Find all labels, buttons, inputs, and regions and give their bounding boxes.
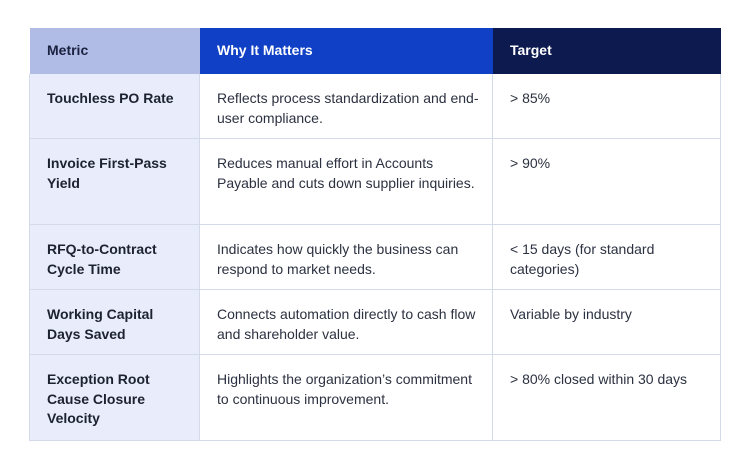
- metric-cell: Exception Root Cause Closure Velocity: [29, 354, 200, 441]
- table-row: Touchless PO Rate Reflects process stand…: [29, 73, 721, 139]
- target-cell: < 15 days (for standard categories): [492, 224, 721, 290]
- target-cell: > 90%: [492, 138, 721, 225]
- table-header: Metric Why It Matters Target: [29, 27, 721, 74]
- header-why-it-matters: Why It Matters: [199, 27, 493, 74]
- target-cell: > 80% closed within 30 days: [492, 354, 721, 441]
- header-target: Target: [492, 27, 721, 74]
- header-metric: Metric: [29, 27, 200, 74]
- table-row: Invoice First-Pass Yield Reduces manual …: [29, 138, 721, 225]
- table-row: RFQ-to-Contract Cycle Time Indicates how…: [29, 224, 721, 290]
- table-row: Working Capital Days Saved Connects auto…: [29, 289, 721, 355]
- target-cell: Variable by industry: [492, 289, 721, 355]
- why-cell: Reflects process standardization and end…: [199, 73, 493, 139]
- why-cell: Highlights the organization’s commitment…: [199, 354, 493, 441]
- table-row: Exception Root Cause Closure Velocity Hi…: [29, 354, 721, 441]
- why-cell: Reduces manual effort in Accounts Payabl…: [199, 138, 493, 225]
- metric-cell: Working Capital Days Saved: [29, 289, 200, 355]
- metrics-table: Metric Why It Matters Target Touchless P…: [29, 27, 721, 441]
- table-body: Touchless PO Rate Reflects process stand…: [29, 73, 721, 441]
- metric-cell: RFQ-to-Contract Cycle Time: [29, 224, 200, 290]
- metric-cell: Invoice First-Pass Yield: [29, 138, 200, 225]
- target-cell: > 85%: [492, 73, 721, 139]
- metric-cell: Touchless PO Rate: [29, 73, 200, 139]
- why-cell: Indicates how quickly the business can r…: [199, 224, 493, 290]
- why-cell: Connects automation directly to cash flo…: [199, 289, 493, 355]
- header-row: Metric Why It Matters Target: [29, 27, 721, 74]
